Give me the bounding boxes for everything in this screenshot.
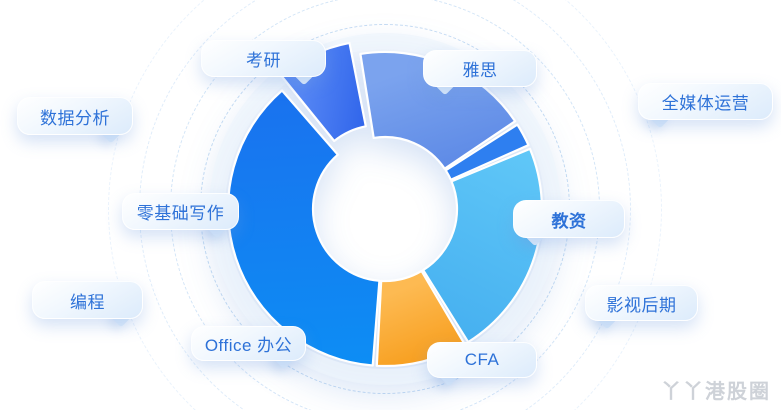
segment-yasi [359, 50, 517, 170]
dashed-ring [108, 0, 662, 410]
pill-label: Office 办公 [204, 336, 293, 355]
pill-biancheng: 编程 [32, 281, 143, 328]
pill-office-bangong: Office 办公 [191, 326, 306, 370]
segment-quanmeiti [444, 123, 530, 181]
pill-label: 影视后期 [606, 295, 677, 315]
pill-tail [523, 223, 547, 247]
pill-yasi: 雅思 [423, 50, 537, 96]
pill-label: CFA [464, 350, 500, 369]
pill-shuju-fenxi: 数据分析 [17, 97, 133, 144]
pill-yingshi-houqi: 影视后期 [585, 285, 698, 330]
pill-label: 考研 [246, 51, 281, 70]
pill-label: 零基础写作 [136, 204, 225, 223]
pill-label: 教资 [551, 211, 587, 231]
pill-lingjichu-xiezuo: 零基础写作 [122, 193, 239, 239]
pill-label: 编程 [70, 292, 105, 312]
pill-label: 数据分析 [40, 108, 110, 128]
pill-tail [437, 363, 461, 387]
pill-tail [433, 72, 457, 96]
pill-label: 雅思 [462, 61, 498, 80]
pill-kaoyan: 考研 [201, 40, 326, 86]
pill-tail [292, 62, 316, 86]
pill-cfa: CFA [427, 342, 537, 387]
segment-left-arc [226, 89, 381, 367]
pill-quanmeiti-yunying: 全媒体运营 [638, 83, 773, 129]
pill-tail [109, 304, 133, 328]
pill-jiaozi: 教资 [513, 200, 625, 247]
watermark: 丫丫港股圈 [661, 381, 771, 403]
pill-label: 全媒体运营 [661, 94, 750, 113]
